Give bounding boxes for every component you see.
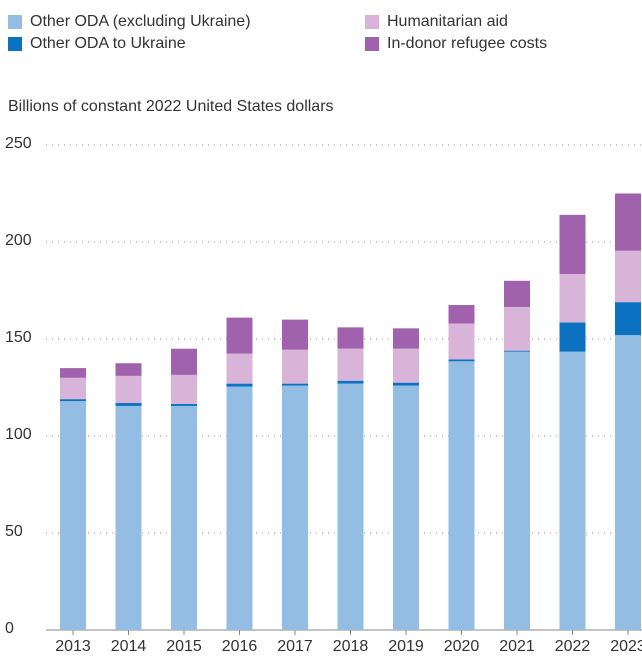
legend-swatch bbox=[8, 37, 22, 51]
y-tick-label: 150 bbox=[5, 329, 32, 346]
bar-segment bbox=[448, 361, 475, 630]
bar-segment bbox=[504, 350, 530, 352]
y-tick-label: 0 bbox=[5, 620, 14, 637]
bar-segment bbox=[60, 368, 86, 378]
bar-segment bbox=[171, 403, 197, 406]
y-tick-label: 50 bbox=[5, 523, 23, 540]
bar-segment bbox=[226, 353, 253, 384]
legend-swatch bbox=[8, 15, 22, 29]
bar-segment bbox=[393, 385, 419, 630]
bar-segment bbox=[559, 214, 586, 275]
x-tick-label: 2016 bbox=[222, 638, 258, 655]
y-tick-label: 100 bbox=[5, 426, 32, 443]
bar-segment bbox=[60, 377, 86, 400]
legend-label: Other ODA (excluding Ukraine) bbox=[30, 13, 251, 30]
bar-segment bbox=[337, 380, 364, 384]
bar-segment bbox=[615, 335, 641, 630]
x-tick-label: 2023 bbox=[610, 638, 642, 655]
bar-segment bbox=[171, 374, 197, 404]
legend-swatch bbox=[365, 37, 379, 51]
bar-segment bbox=[226, 386, 253, 630]
bar-segment bbox=[171, 405, 197, 630]
bar-segment bbox=[115, 375, 142, 404]
x-tick-label: 2020 bbox=[444, 638, 480, 655]
y-axis-label: Billions of constant 2022 United States … bbox=[8, 98, 334, 115]
legend-label: In-donor refugee costs bbox=[387, 35, 547, 52]
x-tick-label: 2019 bbox=[388, 638, 424, 655]
bar-segment bbox=[226, 383, 253, 387]
bar-segment bbox=[504, 351, 530, 630]
x-tick-label: 2022 bbox=[555, 638, 591, 655]
bar-segment bbox=[615, 193, 641, 251]
legend-label: Humanitarian aid bbox=[387, 13, 508, 30]
bar-segment bbox=[448, 305, 475, 324]
bar-segment bbox=[615, 302, 641, 336]
bar-segment bbox=[393, 348, 419, 383]
x-tick-label: 2017 bbox=[277, 638, 313, 655]
bar-segment bbox=[282, 349, 308, 384]
y-tick-label: 250 bbox=[5, 135, 32, 152]
bar-segment bbox=[282, 385, 308, 630]
bar-segment bbox=[115, 363, 142, 376]
x-tick-label: 2013 bbox=[55, 638, 91, 655]
bar-segment bbox=[337, 348, 364, 381]
bar-segment bbox=[615, 250, 641, 303]
bar-segment bbox=[504, 280, 530, 307]
bar-segment bbox=[448, 323, 475, 360]
x-tick-label: 2014 bbox=[111, 638, 147, 655]
bar-segment bbox=[559, 274, 586, 323]
bar-segment bbox=[504, 306, 530, 351]
x-tick-label: 2018 bbox=[333, 638, 369, 655]
x-tick-label: 2021 bbox=[499, 638, 535, 655]
bar-segment bbox=[559, 351, 586, 630]
bar-segment bbox=[115, 405, 142, 630]
bar-segment bbox=[60, 399, 86, 402]
bar-segment bbox=[393, 382, 419, 386]
y-tick-label: 200 bbox=[5, 232, 32, 249]
bar-segment bbox=[448, 359, 475, 362]
bar-segment bbox=[226, 317, 253, 354]
legend-label: Other ODA to Ukraine bbox=[30, 35, 186, 52]
bar-segment bbox=[559, 322, 586, 352]
bar-segment bbox=[282, 319, 308, 350]
bar-segment bbox=[60, 401, 86, 630]
bar-segment bbox=[171, 348, 197, 375]
bar-segment bbox=[282, 383, 308, 386]
bar-segment bbox=[115, 403, 142, 406]
legend-swatch bbox=[365, 15, 379, 29]
bar-segment bbox=[393, 328, 419, 349]
bar-segment bbox=[337, 383, 364, 630]
x-tick-label: 2015 bbox=[166, 638, 202, 655]
bar-segment bbox=[337, 327, 364, 349]
